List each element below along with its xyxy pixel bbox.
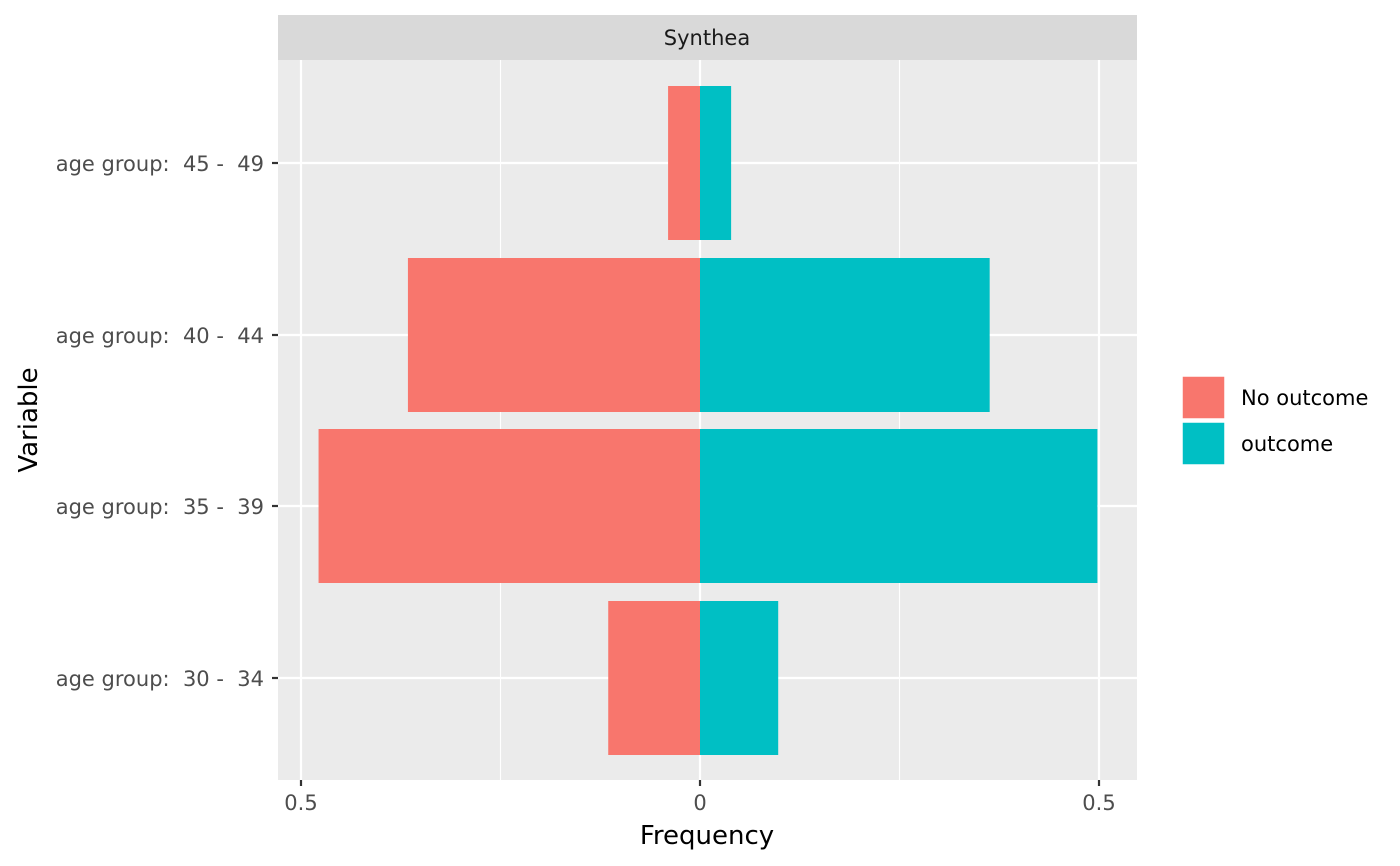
x-tick-label: 0.5 (1082, 791, 1115, 815)
bar-no-outcome (608, 601, 700, 755)
legend-label-no-outcome: No outcome (1241, 386, 1368, 410)
x-axis-title: Frequency (640, 821, 774, 851)
facet-strip-label: Synthea (664, 26, 750, 50)
legend-key-outcome (1181, 421, 1226, 466)
y-axis-title: Variable (14, 367, 44, 472)
bar-outcome (700, 86, 732, 240)
x-tick-label: 0.5 (284, 791, 317, 815)
legend: No outcome outcome (1181, 375, 1368, 466)
y-axis: age group: 30 - 34 age group: 35 - 39 age … (56, 152, 278, 691)
bar-no-outcome (407, 258, 700, 412)
bar-outcome (700, 601, 779, 755)
bars (318, 86, 1098, 755)
legend-label-outcome: outcome (1241, 432, 1333, 456)
y-tick-label: age group: 45 - 49 (56, 152, 264, 176)
x-tick-label: 0 (693, 791, 706, 815)
y-tick-label: age group: 35 - 39 (56, 495, 264, 519)
bar-no-outcome (318, 429, 700, 583)
legend-key-no-outcome (1181, 375, 1226, 420)
bar-no-outcome (668, 86, 700, 240)
facet-strip (278, 15, 1137, 60)
x-axis: 0.5 0 0.5 (284, 780, 1116, 815)
y-tick-label: age group: 40 - 44 (56, 324, 264, 348)
bar-outcome (700, 258, 990, 412)
bar-outcome (700, 429, 1098, 583)
y-tick-label: age group: 30 - 34 (56, 667, 264, 691)
